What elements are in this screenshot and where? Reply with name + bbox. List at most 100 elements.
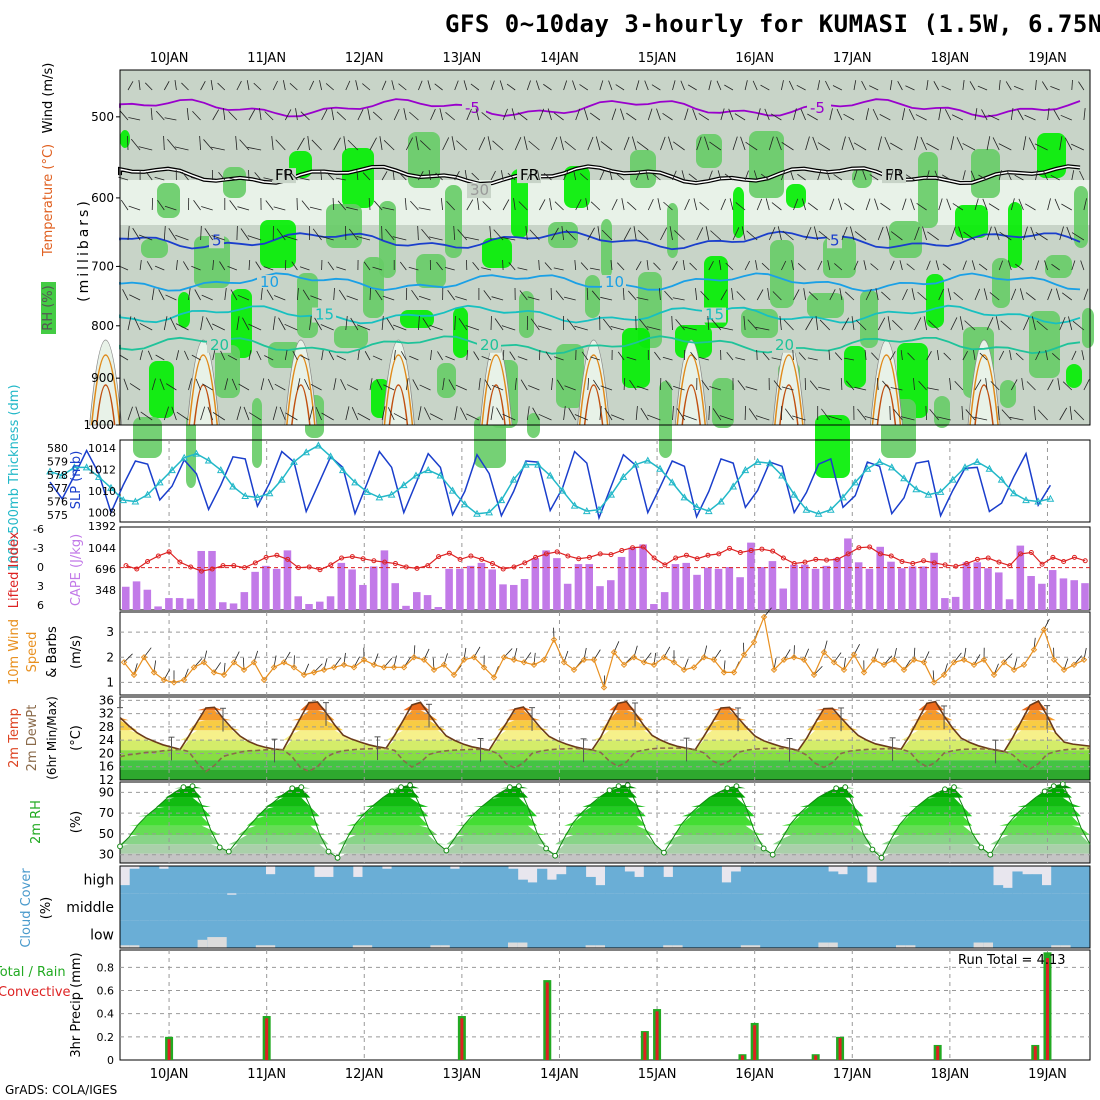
wind-barb bbox=[159, 378, 165, 391]
wind-barb bbox=[320, 324, 334, 331]
wind-barb bbox=[409, 355, 419, 361]
wind-barb bbox=[863, 260, 867, 271]
rh-cell bbox=[1000, 380, 1016, 408]
wind-barb bbox=[247, 146, 262, 151]
lifted-index-marker bbox=[328, 562, 334, 568]
cloud-cell bbox=[1022, 893, 1033, 921]
wind-barb bbox=[175, 323, 189, 331]
wind-barb bbox=[364, 351, 371, 361]
wind-barb bbox=[692, 108, 698, 121]
wind-barb bbox=[284, 259, 287, 271]
wind-speed-marker bbox=[240, 666, 248, 674]
wind-barb bbox=[808, 291, 818, 301]
rh-cell bbox=[141, 239, 168, 258]
wind-speed-markers bbox=[120, 613, 1088, 691]
wind-barb bbox=[146, 261, 153, 271]
wind-barb bbox=[892, 319, 903, 331]
cloud-cell bbox=[634, 876, 645, 894]
wind-barb bbox=[651, 84, 661, 91]
wind-barb bbox=[745, 141, 758, 151]
rh-cell bbox=[120, 130, 130, 148]
cloud-cell bbox=[440, 866, 451, 894]
wind-barb bbox=[1014, 174, 1024, 181]
wind-barb bbox=[428, 236, 443, 241]
wind-speed-marker bbox=[660, 654, 668, 661]
wind-barb bbox=[493, 229, 504, 241]
cloud-cell bbox=[789, 893, 800, 921]
wind-barb bbox=[418, 171, 424, 181]
temp-tick-label: 32 bbox=[99, 707, 114, 721]
wind-barb bbox=[139, 323, 153, 331]
cape-bar bbox=[423, 595, 432, 610]
wind-barb bbox=[807, 357, 818, 361]
wind-barb bbox=[653, 262, 661, 271]
contour-label-bg bbox=[477, 337, 501, 353]
lifted-index-marker bbox=[705, 552, 711, 558]
wind-barb bbox=[228, 111, 238, 121]
wind-barb bbox=[998, 80, 1001, 91]
cloud-cell bbox=[575, 866, 587, 894]
thickness-marker bbox=[961, 463, 969, 471]
wind-barb bbox=[586, 287, 589, 301]
temp-tick-label: 12 bbox=[99, 773, 114, 787]
contour-label: 15 bbox=[315, 306, 334, 324]
wind-barb bbox=[537, 325, 552, 331]
contour-label: -5 bbox=[810, 99, 825, 117]
wind-barb bbox=[590, 356, 601, 361]
wind-barb bbox=[447, 290, 456, 301]
wind-barb bbox=[271, 136, 274, 151]
rh-marker bbox=[180, 784, 187, 791]
wind-barb bbox=[428, 170, 431, 181]
thickness-tick-label: 576 bbox=[47, 496, 68, 509]
wind-speed-marker bbox=[920, 659, 928, 666]
cloud-cell bbox=[643, 866, 654, 894]
cloud-cell bbox=[1012, 871, 1023, 894]
wind-barb bbox=[279, 406, 286, 421]
wind-barb bbox=[952, 203, 964, 211]
lifted-index-marker bbox=[1039, 561, 1045, 567]
wind-barb bbox=[264, 355, 274, 361]
lifted-index-marker bbox=[285, 556, 291, 562]
wind-barb bbox=[217, 82, 226, 91]
cloud-cell bbox=[760, 920, 771, 948]
cloud-cell bbox=[236, 920, 247, 948]
wind-barb bbox=[343, 136, 347, 151]
wind-barb bbox=[237, 294, 250, 301]
wind-barb bbox=[455, 384, 467, 391]
cape-bar bbox=[660, 592, 669, 610]
rh-marker bbox=[443, 847, 450, 854]
wind-barb bbox=[865, 198, 871, 211]
rh-tick-label: 70 bbox=[99, 806, 114, 820]
rh-cell bbox=[926, 274, 944, 328]
wind-barb bbox=[579, 173, 589, 181]
cape-bar bbox=[251, 571, 259, 610]
wind-barb bbox=[635, 261, 642, 271]
wind-barb bbox=[575, 199, 582, 211]
rh-cell bbox=[1008, 202, 1022, 268]
wind-barb bbox=[719, 415, 734, 421]
wind-barb bbox=[781, 170, 786, 181]
wind-barb bbox=[530, 318, 540, 331]
cloud-cell bbox=[556, 874, 567, 894]
cloud-cell bbox=[614, 893, 625, 921]
wind-barb bbox=[817, 170, 822, 181]
dry-plume bbox=[89, 339, 123, 426]
wind-barb bbox=[1035, 170, 1038, 181]
cloud-cell bbox=[818, 920, 829, 948]
bottom-date-label: 17JAN bbox=[833, 1067, 872, 1082]
lifted-index-marker bbox=[824, 557, 830, 563]
wind-barb bbox=[175, 234, 189, 241]
thickness-marker bbox=[680, 493, 689, 501]
cloud-cell bbox=[352, 920, 363, 948]
wind-axis-label-4: (m/s) bbox=[69, 635, 84, 669]
top-date-label: 19JAN bbox=[1028, 51, 1067, 66]
wind-barb bbox=[155, 354, 165, 361]
cloud-cell bbox=[605, 893, 616, 921]
cape-axis-label: CAPE (J/kg) bbox=[69, 534, 84, 606]
wind-barb bbox=[928, 320, 939, 331]
cape-bar bbox=[272, 568, 281, 610]
thickness-marker bbox=[692, 502, 701, 510]
wind-barb bbox=[183, 261, 189, 271]
lifted-index-marker bbox=[953, 563, 959, 569]
wind-speed-marker bbox=[280, 659, 288, 666]
